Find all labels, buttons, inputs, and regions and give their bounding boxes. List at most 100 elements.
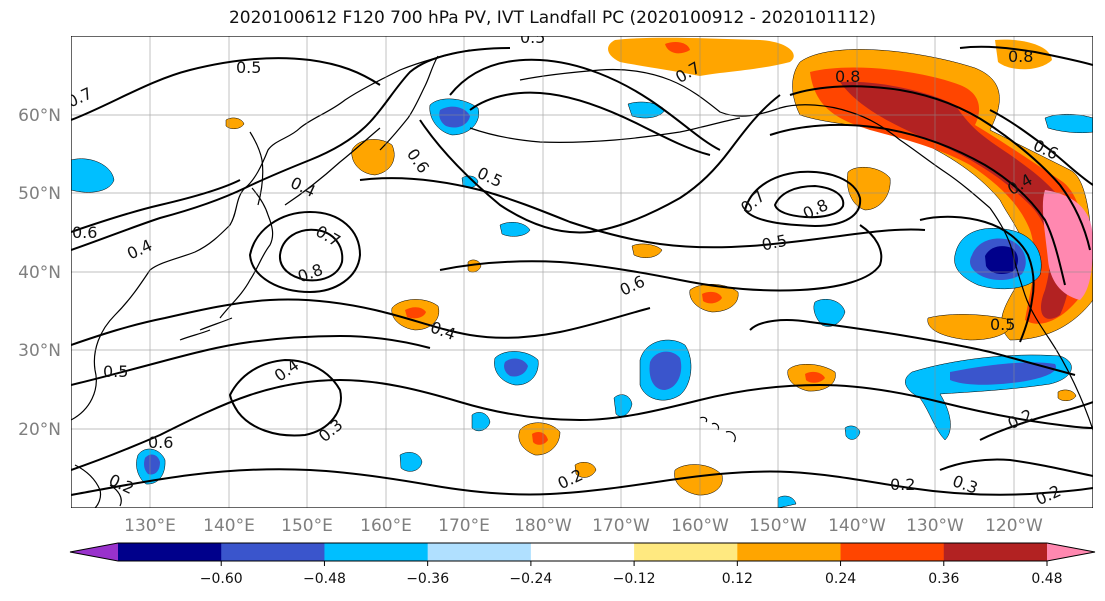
colorbar-segment [324,543,429,561]
colorbar-tick-label: 0.36 [928,571,959,587]
lat-label: 40°N [18,263,61,283]
colorbar-segment [840,543,945,561]
lat-label: 30°N [18,341,61,361]
contour-aleutian-2 [469,91,711,156]
colorbar-extend-min [70,543,118,561]
colorbar-extend-max [1047,543,1095,561]
shade-top-orange [608,37,794,76]
contour-pv-0p4-east [919,215,1035,343]
contour-label: 0.8 [1008,47,1033,66]
contour-pv-0p5-south [71,334,431,386]
colorbar-tick-label: 0.48 [1031,571,1062,587]
contour-label: 0.5 [236,58,261,77]
colorbar-segment [737,543,842,561]
contour-pv-0p5-central [359,177,926,249]
shade-blob-orange-3-red [702,291,722,304]
shade-blob-blue-11 [777,495,797,508]
colorbar-segment [634,543,738,561]
map-title: 2020100612 F120 700 hPa PV, IVT Landfall… [228,8,876,28]
contour-pv-0p6 [71,179,241,233]
lon-label: 170°W [592,516,650,536]
coast-asia-mainland [71,49,471,421]
contour-pv-0p6-east-coast [989,109,1093,186]
colorbar-tick-label: −0.48 [303,571,346,587]
contour-pv-0p2 [71,468,1093,496]
contour-pv-0p2-east [979,401,1093,441]
shade-blob-blue-6 [613,394,633,417]
colorbar-tick-label: 0.24 [825,571,856,587]
contour-aleutian-1 [449,58,721,151]
shade-blob-orange-2-red [405,307,426,319]
lon-label: 150°E [281,516,333,536]
contour-label: 0.6 [72,223,97,242]
contour-pv-0p6-central [439,224,883,292]
shade-alaska-darkred [840,81,1073,319]
contour-pv-0p4 [71,298,651,346]
shade-blob-blue-5 [399,452,423,472]
lat-label: 60°N [18,106,61,126]
contour-label: 0.2 [890,475,915,494]
shade-dark-blue-low-core [985,246,1018,274]
lon-label: 160°E [360,516,412,536]
colorbar-segment [221,543,325,561]
shade-subtropical-blue-inner [950,362,1056,385]
lon-label: 140°W [828,516,886,536]
shade-blob-orange-1 [351,139,395,176]
shade-blob-orange-8 [927,314,1012,341]
coast-sakhalin-kuril [249,127,381,206]
colorbar-outline [69,542,1096,562]
contour-northwest [71,57,381,121]
shade-blob-blue-3 [499,222,531,237]
contour-pv-0p4-south [228,358,342,437]
coast-japan [179,187,274,341]
lon-label: 140°E [203,516,255,536]
shade-blob-blue-2 [813,299,846,327]
lon-label: 160°W [671,516,729,536]
lat-label: 50°N [18,184,61,204]
contour-pv-0p8-gulf [773,184,845,219]
colorbar-tick-label: 0.12 [722,571,753,587]
colorbar-segment [427,543,532,561]
coast-aleutians [469,117,741,143]
pv-contours [71,45,1093,496]
longitude-labels: 130°E 140°E 150°E 160°E 170°E 180°W 170°… [124,516,1043,536]
shade-blob-orange-7 [847,166,891,211]
latitude-labels: 60°N 50°N 40°N 30°N 20°N [18,106,61,440]
shade-top-red [665,42,690,54]
shade-west-blue [71,158,115,193]
colorbar: −0.60 −0.48 −0.36 −0.24 −0.12 0.12 0.24 0.36 0.4… [69,542,1096,587]
contour-label: 0.5 [760,231,789,255]
contour-mid-north [71,47,511,251]
graticule [71,36,1093,508]
lon-label: 180°W [514,516,572,536]
shade-blob-blue-7 [1044,114,1093,134]
shade-blob-blue-1-inner [504,358,528,377]
contour-label: 0.6 [148,433,173,452]
shade-blob-orange-6 [674,464,723,496]
shade-top-right-orange [995,39,1052,70]
lon-label: 170°E [438,516,490,536]
colorbar-segment [943,543,1048,561]
colorbar-tick-label: −0.60 [200,571,243,587]
contour-pv-0p5-east [749,319,1076,376]
colorbar-tick-label: −0.36 [406,571,449,587]
contour-pv-0p6-alaska [769,123,1066,286]
lat-label: 20°N [18,420,61,440]
contour-pv-0p7-gulf [743,170,862,228]
contour-pv-0p8-northeast [959,45,1093,66]
shade-blob-orange-9 [631,243,663,258]
colorbar-tick-label: −0.24 [509,571,552,587]
contour-low-japan-inner [278,228,344,282]
colorbar-segment [530,543,635,561]
coast-north-america-west [989,207,1093,431]
coastlines [71,49,1093,508]
shade-blob-orange-5-red [532,432,548,445]
shade-blob-orange-4-red [805,371,825,383]
lon-label: 120°W [985,516,1043,536]
shade-blob-orange-12 [467,259,482,273]
contour-label: 0.8 [835,67,860,86]
shade-central-pacific-blue-inner [649,351,682,390]
coast-kamchatka [379,55,439,151]
contour-pv-0p3 [71,378,1093,471]
